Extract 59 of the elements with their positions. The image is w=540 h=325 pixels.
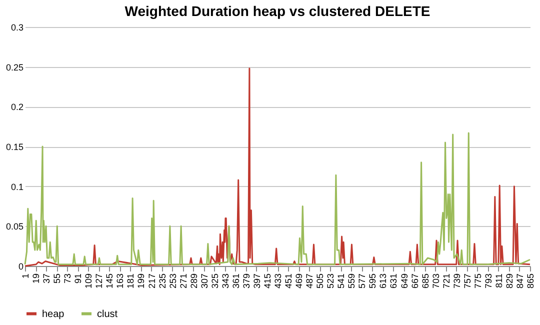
x-tick-label: 631 [388, 274, 399, 289]
x-tick-label: 307 [199, 274, 210, 289]
y-tick-label: 0.3 [10, 22, 24, 32]
x-tick-label: 613 [378, 274, 388, 289]
x-tick-label: 685 [420, 274, 430, 289]
legend-label: clust [97, 308, 118, 320]
x-tick-label: 829 [504, 274, 514, 289]
y-tick-label: 0.1 [10, 182, 24, 192]
legend-label: heap [42, 308, 65, 320]
x-tick-label: 1 [20, 274, 30, 279]
x-tick-label: 127 [94, 274, 104, 289]
x-tick-label: 379 [241, 274, 252, 289]
x-tick-label: 649 [399, 274, 410, 289]
x-tick-label: 343 [220, 274, 230, 289]
x-tick-label: 793 [483, 274, 494, 289]
x-tick-label: 289 [188, 274, 199, 289]
x-tick-label: 37 [42, 274, 52, 284]
x-tick-label: 253 [168, 274, 178, 289]
x-tick-label: 163 [115, 274, 126, 289]
x-tick-label: 487 [304, 274, 315, 289]
x-tick-label: 199 [136, 274, 146, 289]
y-tick-label: 0.15 [6, 142, 24, 152]
x-tick-label: 505 [315, 274, 326, 289]
x-tick-label: 433 [273, 274, 283, 289]
x-tick-label: 847 [514, 274, 525, 289]
x-tick-label: 361 [230, 274, 241, 289]
x-tick-label: 469 [294, 274, 304, 289]
x-tick-label: 721 [441, 274, 452, 289]
x-tick-label: 73 [62, 274, 73, 284]
x-tick-label: 325 [210, 274, 220, 289]
x-tick-label: 235 [157, 274, 168, 289]
x-tick-label: 451 [284, 274, 294, 289]
x-tick-label: 55 [52, 274, 62, 284]
x-tick-label: 415 [262, 274, 272, 289]
x-tick-label: 217 [146, 274, 157, 289]
x-tick-label: 757 [462, 274, 472, 289]
y-tick-label: 0.25 [6, 62, 24, 72]
y-tick-label: 0.2 [10, 102, 24, 112]
x-tick-label: 667 [410, 274, 420, 289]
x-tick-label: 775 [472, 274, 483, 289]
x-tick-label: 595 [368, 274, 378, 289]
x-tick-label: 91 [73, 274, 84, 284]
x-tick-label: 181 [126, 274, 136, 289]
x-tick-label: 397 [252, 274, 262, 289]
x-tick-label: 541 [336, 274, 346, 289]
x-tick-label: 703 [430, 274, 441, 289]
x-tick-label: 523 [326, 274, 336, 289]
chart-title: Weighted Duration heap vs clustered DELETE [124, 3, 430, 19]
x-tick-label: 739 [452, 274, 462, 289]
x-tick-label: 19 [31, 274, 42, 284]
x-tick-label: 109 [84, 274, 94, 289]
x-tick-label: 271 [178, 274, 188, 289]
x-tick-label: 145 [104, 274, 115, 289]
x-tick-label: 577 [357, 274, 368, 289]
y-tick-label: 0 [18, 262, 24, 272]
y-tick-label: 0.05 [6, 222, 24, 232]
x-tick-label: 811 [494, 274, 504, 288]
x-tick-label: 865 [526, 274, 536, 289]
x-tick-label: 559 [346, 274, 357, 289]
